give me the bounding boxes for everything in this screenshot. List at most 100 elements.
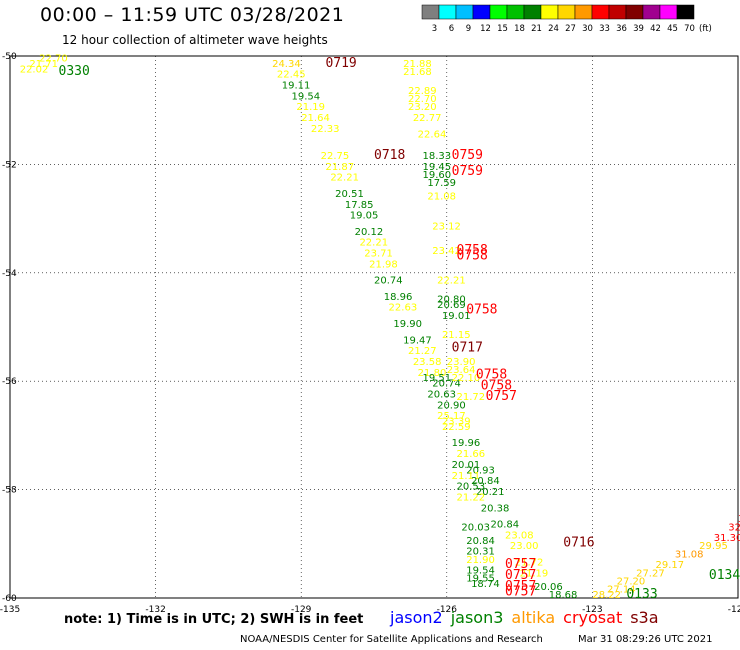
legend-tick-label: 21 [531,24,542,34]
legend-swatch [676,4,695,20]
legend-tick-label: 12 [480,24,491,34]
wave-height-label: 21.80 [418,368,447,379]
wave-height-label: 28.22 [592,590,621,601]
wave-height-label: 19.55 [466,574,495,585]
wave-height-label: 22.59 [442,422,471,433]
wave-height-label: 23.58 [413,357,442,368]
legend-swatch [489,4,508,20]
axis-tick-labels: -135 -132 -129 -126 -123 -120 -50 -52 -54 -56 -58 -… [0,52,740,615]
wave-height-label: 31 [738,514,740,525]
wave-height-label: 21.72 [457,392,486,403]
wave-height-label: 21.90 [466,555,495,566]
wave-height-label: 20.63 [427,389,456,400]
wave-height-label: 20.03 [461,522,490,533]
lat-tick-label: -56 [2,377,17,387]
legend-tick-label: 30 [582,24,593,34]
wave-height-label: 21.22 [457,492,486,503]
pass-time-label: 0758 [457,243,488,258]
lon-tick-label: -135 [0,605,20,615]
pass-time-label: 0718 [374,148,405,163]
satellite-key: jason2 jason3 altika cryosat s3a [390,608,667,627]
wave-height-label: 20.12 [355,227,384,238]
lat-tick-label: -54 [2,269,17,279]
lon-tick-label: -132 [145,605,165,615]
wave-height-label: 22.70 [408,94,437,105]
wave-height-label: 19.96 [452,438,481,449]
wave-height-label: 23.64 [447,365,476,376]
wave-height-label: 19.11 [282,81,311,92]
wave-height-label: 19.60 [423,170,452,181]
color-legend: 3 6 9 12 15 18 21 24 27 30 33 36 39 42 45 70 (ft) [421,4,712,34]
wave-height-label: 20.69 [437,300,466,311]
wave-height-label: 20.21 [476,487,505,498]
wave-height-label: 21.19 [296,102,325,113]
wave-height-label: 22.89 [408,86,437,97]
wave-height-label: 19.05 [350,211,379,222]
wave-height-label: 20.80 [437,295,466,306]
pass-time-label: 0717 [452,340,483,355]
legend-tick-label: 70 [684,24,695,34]
wave-height-label: 21.87 [325,162,354,173]
wave-height-label: 22.77 [413,113,442,124]
legend-swatch [438,4,457,20]
legend-tick-label: 27 [565,24,576,34]
wave-height-label: 21.71 [29,59,58,70]
page-title: 00:00 – 11:59 UTC 03/28/2021 [40,4,345,26]
lon-tick-label: -120 [728,605,740,615]
pass-time-label: 0758 [466,302,497,317]
legend-tick-label: 15 [497,24,508,34]
wave-height-label: 29.95 [699,541,728,552]
pass-time-label: 0133 [626,587,657,602]
wave-height-label: 23.08 [505,530,534,541]
wave-height-label: 31.30 [714,533,740,544]
wave-height-label: 23.42 [432,246,461,257]
wave-height-label: 25.17 [437,411,466,422]
satellite-s3a: s3a [630,608,659,627]
legend-tick-label: 3 [432,24,437,34]
pass-time-label: 0757 [505,579,536,594]
wave-height-label: 20.51 [335,189,364,200]
wave-height-label: 23.71 [364,249,393,260]
pass-time-label: 0757 [505,568,536,583]
wave-height-label: 20.74 [374,276,403,287]
pass-time-label: 0134 [709,568,740,583]
satellite-altika: altika [511,608,556,627]
wave-height-label: 17.85 [345,200,374,211]
satellite-cryosat: cryosat [563,608,623,627]
wave-height-label: 22.63 [389,303,418,314]
legend-swatch [659,4,678,20]
wave-height-label: 19.54 [466,566,495,577]
legend-swatch [557,4,576,20]
wave-height-label: 23.39 [442,417,471,428]
wave-height-label: 21.19 [520,568,549,579]
wave-height-label: 21.08 [427,192,456,203]
legend-swatch [523,4,542,20]
legend-swatch [574,4,593,20]
pass-time-label: 0719 [325,56,356,71]
wave-height-label: 22.70 [39,53,68,64]
wave-height-label: 17.59 [427,178,456,189]
wave-height-label: 22.33 [311,124,340,135]
wave-height-label: 27.20 [617,576,646,587]
satellite-jason3: jason3 [450,608,504,627]
pass-time-label: 0757 [505,557,536,572]
pass-time-label: 0757 [486,389,517,404]
legend-tick-label: 18 [514,24,525,34]
pass-time-label: 0758 [481,378,512,393]
wave-height-label: 23.20 [408,102,437,113]
legend-swatch [506,4,525,20]
wave-height-label: 22.64 [418,129,447,140]
wave-height-label: 19.54 [291,91,320,102]
legend-swatch [591,4,610,20]
wave-height-label: 21.88 [403,59,432,70]
wave-height-label: 21.15 [442,330,471,341]
wave-height-label: 22.10 [452,373,481,384]
wave-height-label: 21.68 [403,67,432,78]
wave-height-label: 29.17 [655,560,684,571]
footnote: note: 1) Time is in UTC; 2) SWH is in fe… [64,612,364,627]
wave-height-label: 18.96 [384,292,413,303]
pass-time-label: 0330 [59,64,90,79]
legend-unit: (ft) [699,24,712,34]
pass-time-label: 0759 [452,148,483,163]
